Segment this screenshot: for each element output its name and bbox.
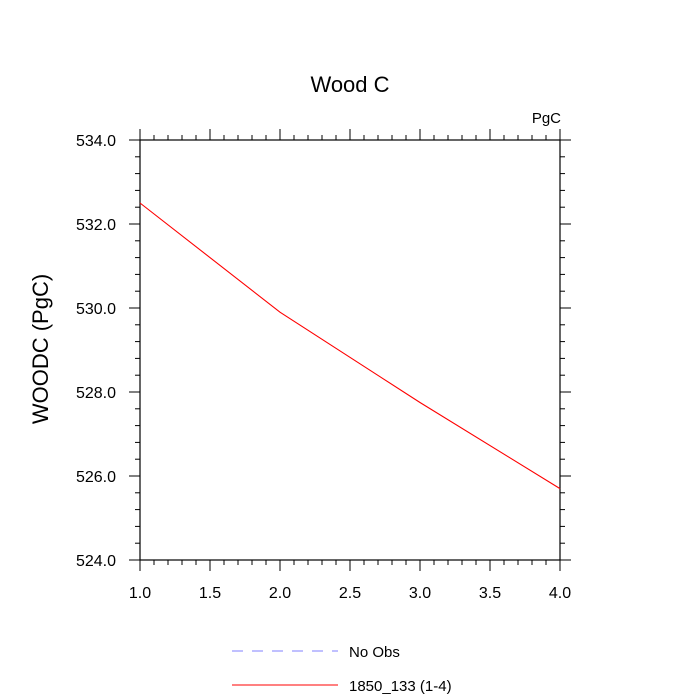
legend-label-no-obs: No Obs [349,644,400,661]
y-tick-label: 534.0 [76,133,116,150]
y-tick-label: 526.0 [76,469,116,486]
x-tick-labels: 1.0 1.5 2.0 2.5 3.0 3.5 4.0 [129,585,571,602]
x-tick-label: 3.5 [479,585,501,602]
x-tick-label: 2.0 [269,585,291,602]
x-tick-label: 3.0 [409,585,431,602]
axis-ticks [129,129,571,571]
y-tick-labels: 524.0 526.0 528.0 530.0 532.0 534.0 [76,133,116,570]
legend: No Obs 1850_133 (1-4) [232,644,452,695]
y-tick-label: 530.0 [76,301,116,318]
x-tick-label: 1.0 [129,585,151,602]
plot-frame [139,139,561,561]
chart-title: Wood C [310,72,389,97]
y-axis-label: WOODC (PgC) [28,274,53,424]
units-label: PgC [532,110,561,127]
legend-label-1850-133: 1850_133 (1-4) [349,678,452,695]
y-tick-label: 524.0 [76,553,116,570]
y-tick-label: 528.0 [76,385,116,402]
y-tick-label: 532.0 [76,217,116,234]
x-tick-label: 4.0 [549,585,571,602]
x-tick-label: 1.5 [199,585,221,602]
series-lines [139,202,561,490]
series-line-1 [139,202,561,490]
x-tick-label: 2.5 [339,585,361,602]
